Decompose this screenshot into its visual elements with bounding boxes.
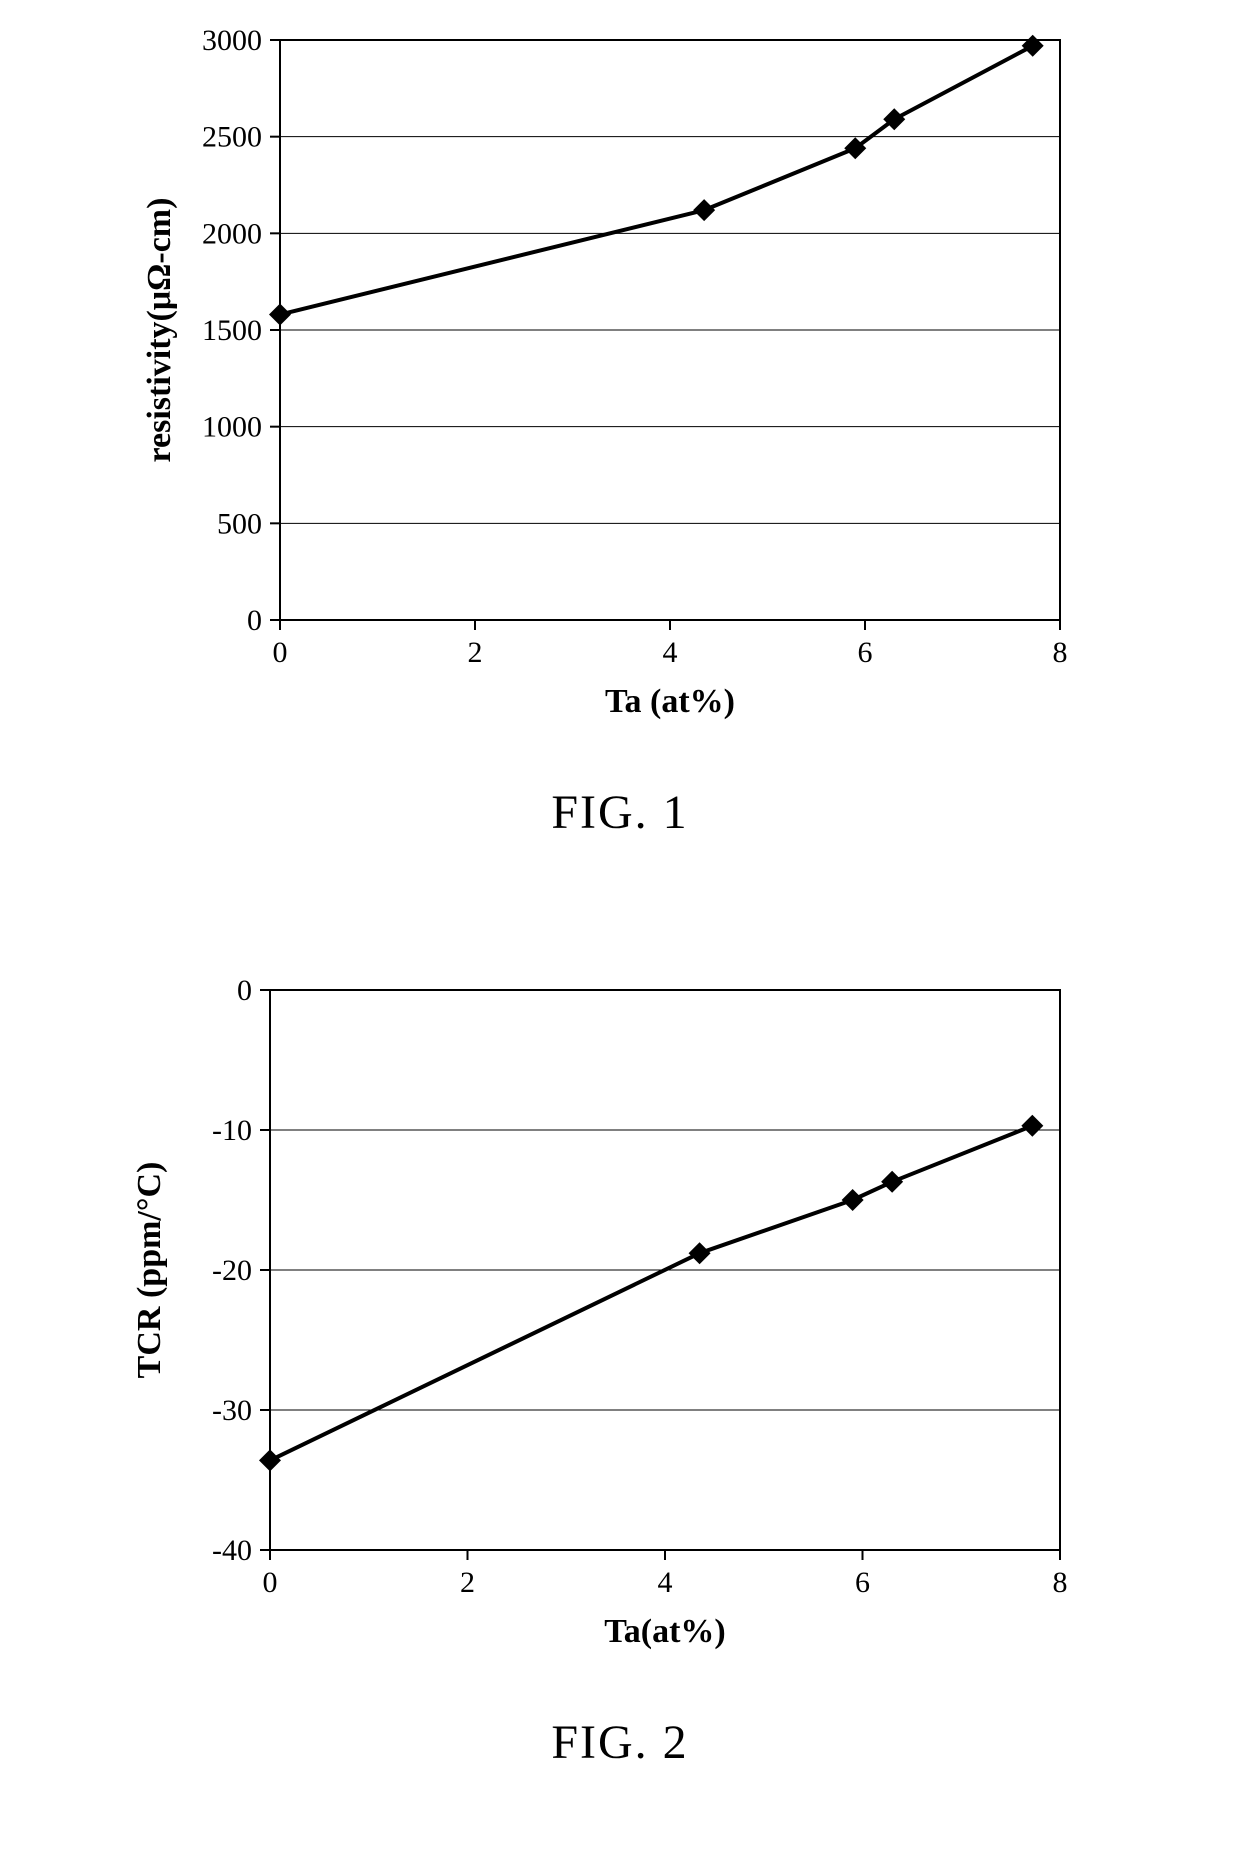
figure-2-caption: FIG. 2 (120, 1715, 1120, 1770)
svg-text:4: 4 (658, 1566, 673, 1599)
svg-text:8: 8 (1053, 1566, 1068, 1599)
chart-fig2: 0 2 4 6 8 -40 -30 -20 -10 0 Ta(at%) TCR (ppm/°C) (120, 970, 1120, 1690)
svg-text:0: 0 (247, 604, 262, 637)
svg-text:2000: 2000 (202, 217, 262, 250)
svg-text:3000: 3000 (202, 24, 262, 57)
svg-text:6: 6 (858, 636, 873, 669)
svg-text:-40: -40 (212, 1534, 252, 1567)
svg-text:2500: 2500 (202, 121, 262, 154)
svg-text:2: 2 (468, 636, 483, 669)
svg-text:-10: -10 (212, 1114, 252, 1147)
svg-text:8: 8 (1053, 636, 1068, 669)
svg-text:1000: 1000 (202, 411, 262, 444)
svg-text:0: 0 (263, 1566, 278, 1599)
svg-text:1500: 1500 (202, 314, 262, 347)
svg-text:500: 500 (217, 507, 262, 540)
svg-text:0: 0 (273, 636, 288, 669)
svg-text:0: 0 (237, 974, 252, 1007)
svg-text:resistivity(μΩ-cm): resistivity(μΩ-cm) (141, 198, 178, 463)
svg-text:Ta(at%): Ta(at%) (604, 1613, 726, 1650)
svg-text:-20: -20 (212, 1254, 252, 1287)
svg-text:Ta (at%): Ta (at%) (605, 683, 735, 720)
svg-text:4: 4 (663, 636, 678, 669)
figure-1-caption: FIG. 1 (120, 785, 1120, 840)
svg-text:-30: -30 (212, 1394, 252, 1427)
figure-1-wrapper: 0 2 4 6 8 0 500 1000 1500 2000 2500 3000 Ta (at%) res… (120, 20, 1120, 840)
page: 0 2 4 6 8 0 500 1000 1500 2000 2500 3000 Ta (at%) res… (0, 0, 1240, 1875)
svg-text:TCR (ppm/°C): TCR (ppm/°C) (131, 1162, 168, 1379)
figure-2-wrapper: 0 2 4 6 8 -40 -30 -20 -10 0 Ta(at%) TCR (ppm/°C) FI… (120, 970, 1120, 1770)
svg-text:6: 6 (855, 1566, 870, 1599)
chart-fig1: 0 2 4 6 8 0 500 1000 1500 2000 2500 3000 Ta (at%) res… (120, 20, 1120, 760)
svg-text:2: 2 (460, 1566, 475, 1599)
